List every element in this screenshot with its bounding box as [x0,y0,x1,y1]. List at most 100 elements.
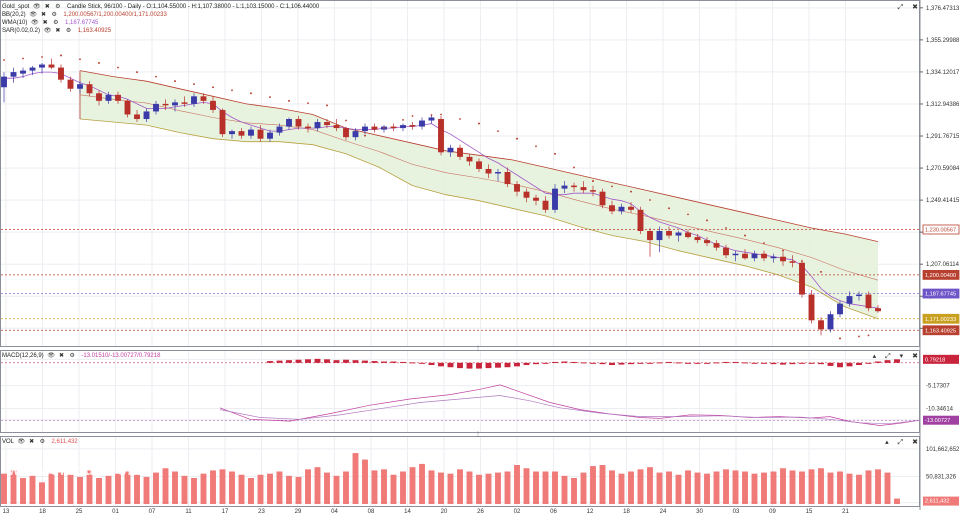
bb-value: 1,200.00567/1,200.00400/1,171.00233 [63,12,167,18]
candle-body [875,308,881,312]
macd-histogram-bar [504,362,511,368]
volume-bar [20,478,26,504]
symbol-label: Gold_spot [2,4,30,10]
pane-up-icon[interactable]: ▴ [885,439,889,446]
close-icon[interactable]: ✖ [55,28,61,34]
eye-icon[interactable]: 👁 [29,12,37,18]
volume-bar [875,469,881,504]
macd-histogram-bar [618,362,625,365]
x-axis-label: 21 [842,509,849,515]
close-icon[interactable]: ✖ [42,20,48,26]
sar-label: SAR(0.02,0.2) [2,28,41,34]
eye-icon[interactable]: 👁 [31,20,39,26]
candle-body [153,103,159,112]
x-axis-label: 09 [769,509,776,515]
vol-label: VOL [2,439,14,445]
price-level-label: 1,187.67745 [925,292,956,298]
macd-histogram-bar [314,358,321,363]
eye-icon[interactable]: 👁 [43,28,52,34]
close-icon[interactable]: ✖ [29,439,35,445]
volume-bar [29,475,36,504]
sar-dot [459,118,461,120]
volume-bar [713,471,720,504]
volume-bar [846,473,853,504]
close-icon[interactable]: ✖ [44,4,50,10]
candle-body [818,320,824,330]
volume-bar [153,472,159,504]
maximize-icon[interactable]: ⤢ [885,353,891,360]
sar-dot [782,249,784,252]
x-axis-label: 18 [623,509,630,515]
volume-bar [552,471,558,504]
candle-body [609,205,615,212]
settings-icon[interactable]: ⚙ [39,439,45,445]
candle-body [761,253,767,259]
price-level-box [922,269,960,280]
macd-histogram-bar [381,361,387,363]
sar-dot [411,115,414,117]
sar-dot [345,119,347,122]
sar-dot [858,335,860,338]
volume-bar [514,465,520,504]
candle-body [837,303,843,315]
pane-down-icon[interactable]: ▾ [899,353,904,360]
macd-histogram-bar [571,361,577,363]
volume-bar [533,471,539,504]
volume-bar [789,470,796,504]
candle-body [457,147,463,157]
settings-icon[interactable]: ⚙ [55,4,61,10]
maximize-icon[interactable]: ⤢ [897,4,904,11]
macd-histogram-bar [371,361,378,363]
volume-bar [504,471,511,504]
close-icon[interactable]: ✖ [41,12,47,18]
volume-bar [894,498,900,504]
volume-bar [808,469,815,504]
volume-bar [191,478,197,504]
macd-histogram-bar [609,362,615,366]
x-axis-label: 29 [295,509,302,515]
volume-bar [865,470,872,504]
volume-bar [419,463,425,504]
sar-dot [839,337,841,340]
close-icon[interactable]: ✖ [912,439,918,446]
candle-body [533,197,539,201]
candle-body [343,128,349,138]
sar-dot [592,180,594,182]
macd-histogram-bar [685,362,691,364]
settings-icon[interactable]: ⚙ [65,28,72,34]
legend-wma-row: WMA(10) 👁 ✖ ⚙ 1,167.67745 [2,19,319,27]
candle-body [1,76,7,88]
candle-body [143,111,150,120]
volume-bar [134,474,140,504]
volume-bar [770,471,777,504]
macd-histogram-bar [485,362,492,369]
macd-axis-label: -10.34614 [926,406,954,412]
volume-bar [124,471,131,504]
settings-icon[interactable]: ⚙ [53,20,59,26]
eye-icon[interactable]: 👁 [17,439,26,445]
sar-dot [573,166,575,169]
volume-bar [694,472,701,504]
candle-body [552,188,558,210]
pane-up-icon[interactable]: ▴ [872,353,877,360]
maximize-icon[interactable]: ⤢ [897,439,904,446]
settings-icon[interactable]: ⚙ [51,12,57,18]
close-icon[interactable]: ✖ [59,353,65,359]
eye-icon[interactable]: 👁 [47,353,55,359]
candle-body [808,294,815,321]
x-axis-label: 06 [550,509,557,515]
sar-dot [535,145,537,148]
close-icon[interactable]: ✖ [912,4,918,11]
candle-body [67,79,74,89]
macd-histogram-bar [343,359,349,363]
volume-bar [343,471,349,504]
macd-histogram-bar [457,362,463,369]
eye-icon[interactable]: 👁 [33,4,41,10]
x-axis-label: 15 [806,509,813,515]
candle-body [780,256,786,262]
close-icon[interactable]: ✖ [912,353,918,360]
candle-body [105,94,112,101]
settings-icon[interactable]: ⚙ [69,353,75,359]
macd-histogram-bar [723,361,729,363]
volume-bar [580,472,587,504]
